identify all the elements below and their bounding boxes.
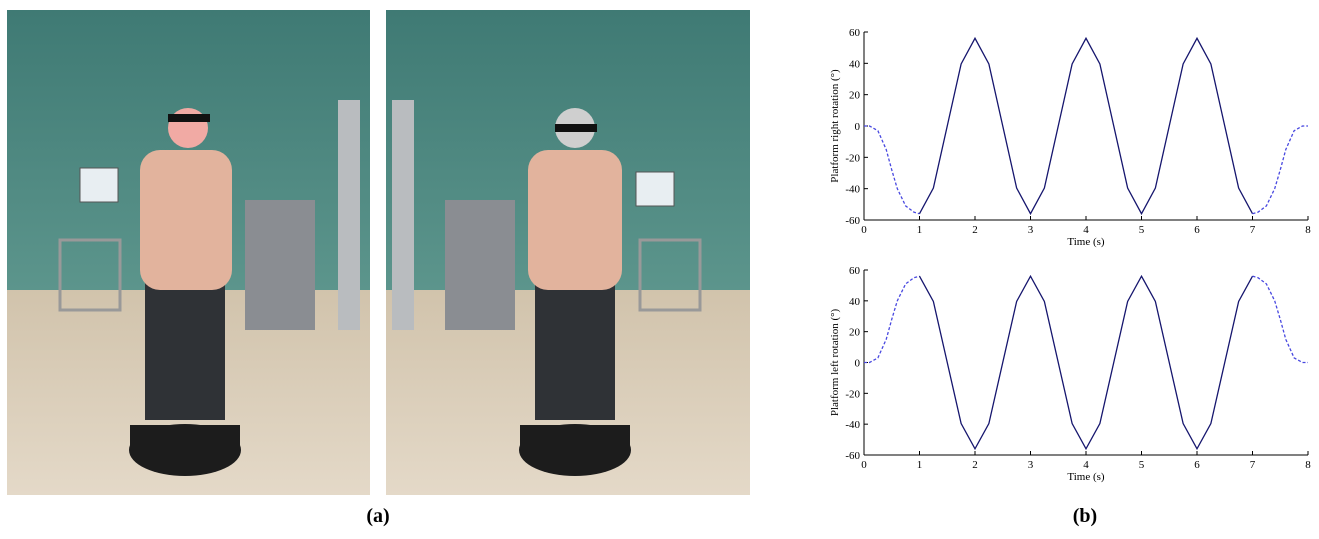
- line-series: [920, 38, 1253, 213]
- y-tick-label: -40: [845, 184, 860, 196]
- x-axis-label: Time (s): [1067, 236, 1105, 248]
- x-tick-label: 5: [1139, 459, 1145, 471]
- x-tick-label: 8: [1305, 459, 1311, 471]
- y-axis-label: Platform right rotation (°): [829, 69, 841, 183]
- x-tick-label: 8: [1305, 224, 1311, 236]
- x-tick-label: 5: [1139, 224, 1145, 236]
- y-tick-label: 20: [849, 327, 861, 339]
- y-tick-label: -20: [845, 388, 860, 400]
- x-tick-label: 1: [917, 459, 923, 471]
- line-series: [1253, 276, 1309, 362]
- page: (a) (b) -60-40-200204060012345678Time (s…: [0, 0, 1319, 539]
- x-tick-label: 1: [917, 224, 923, 236]
- x-tick-label: 3: [1028, 459, 1034, 471]
- photo-back: [386, 10, 750, 495]
- x-tick-label: 6: [1194, 459, 1200, 471]
- y-tick-label: -20: [845, 152, 860, 164]
- y-axis-label: Platform left rotation (°): [829, 308, 841, 416]
- x-tick-label: 4: [1083, 459, 1089, 471]
- x-tick-label: 7: [1250, 459, 1256, 471]
- x-tick-label: 0: [861, 224, 867, 236]
- y-tick-label: -60: [845, 450, 860, 462]
- y-tick-label: 60: [849, 265, 861, 277]
- x-tick-label: 4: [1083, 224, 1089, 236]
- figure: (a) (b) -60-40-200204060012345678Time (s…: [0, 0, 1319, 534]
- y-tick-label: 40: [849, 58, 861, 70]
- caption: (b): [1073, 505, 1097, 527]
- y-tick-label: 0: [855, 121, 861, 133]
- x-tick-label: 3: [1028, 224, 1034, 236]
- y-tick-label: 0: [855, 358, 861, 370]
- caption: (a): [366, 505, 389, 527]
- y-tick-label: -60: [845, 215, 860, 227]
- y-tick-label: 60: [849, 27, 861, 39]
- y-tick-label: 20: [849, 90, 861, 102]
- x-tick-label: 2: [972, 459, 978, 471]
- y-tick-label: -40: [845, 419, 860, 431]
- x-axis-label: Time (s): [1067, 471, 1105, 483]
- x-tick-label: 6: [1194, 224, 1200, 236]
- line-series: [920, 276, 1253, 449]
- photo-front: [7, 10, 370, 495]
- line-series: [864, 276, 920, 362]
- line-series: [1253, 126, 1309, 214]
- y-tick-label: 40: [849, 296, 861, 308]
- x-tick-label: 2: [972, 224, 978, 236]
- line-series: [864, 126, 920, 214]
- x-tick-label: 7: [1250, 224, 1256, 236]
- x-tick-label: 0: [861, 459, 867, 471]
